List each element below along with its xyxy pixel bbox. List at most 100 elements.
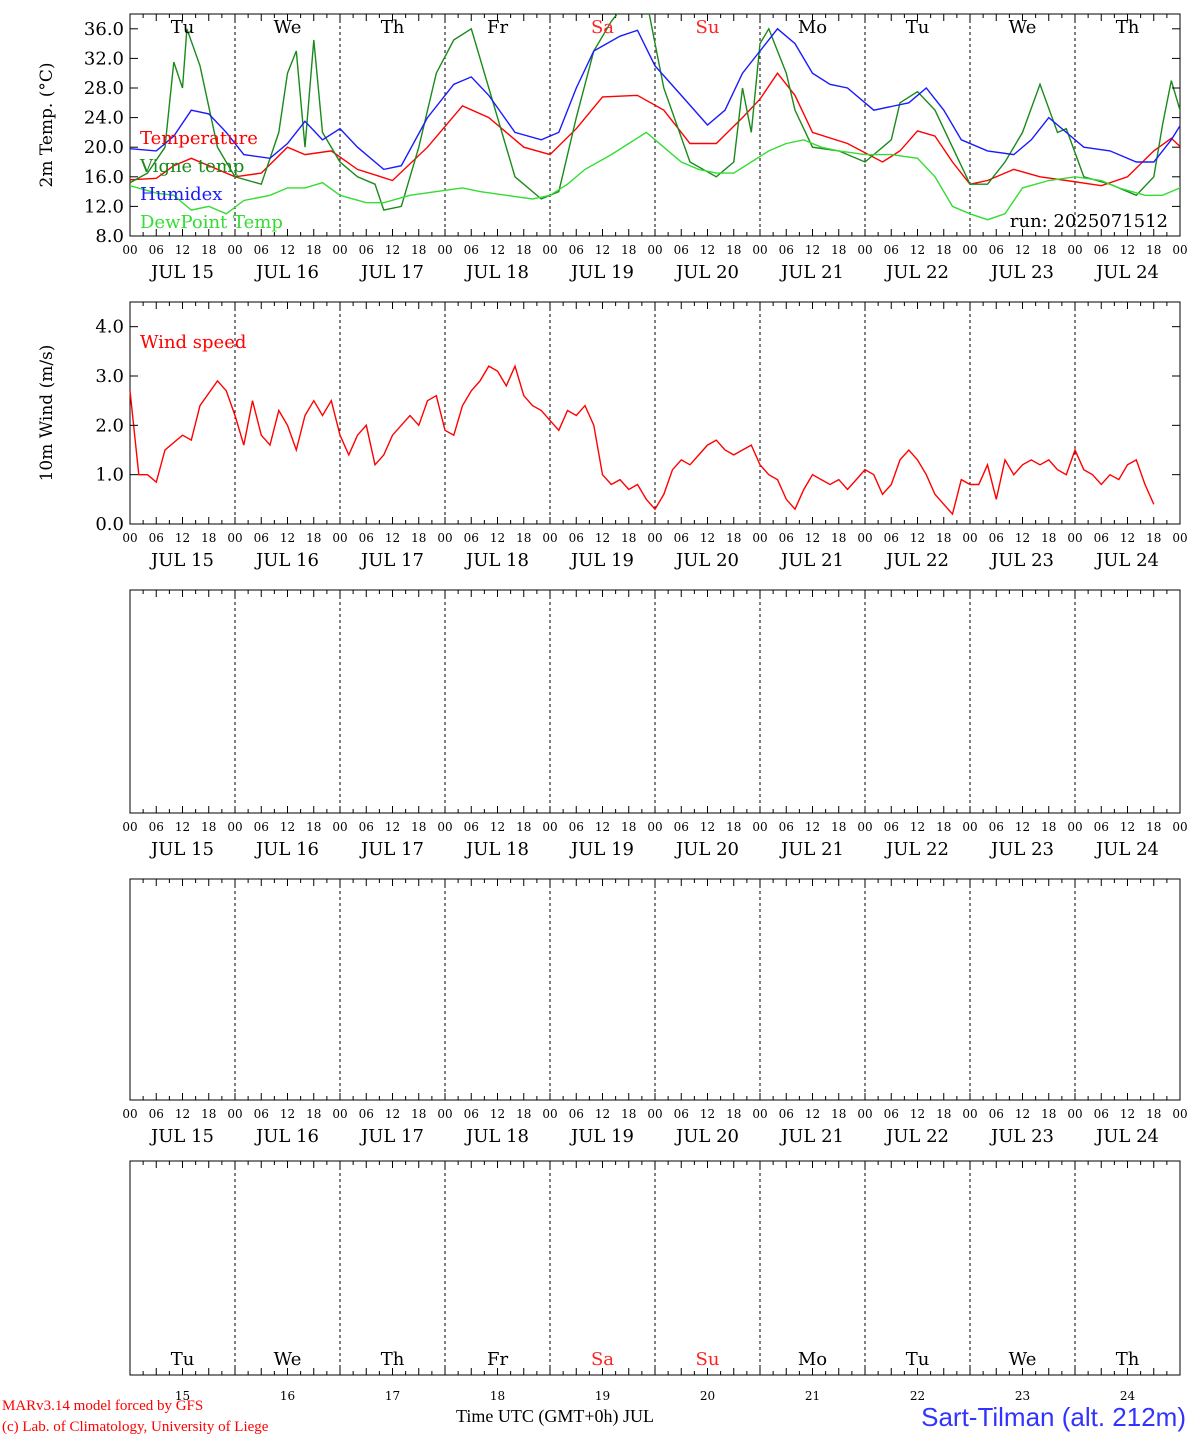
y-tick-label: 16.0 [84,167,124,188]
y-tick-label: 28.0 [84,78,124,99]
hour-tick-label: 06 [464,820,479,834]
date-label: JUL 21 [779,1126,844,1147]
date-label: JUL 22 [884,1126,949,1147]
hour-tick-label: 18 [1041,820,1056,834]
y-tick-label: 12.0 [84,196,124,217]
hour-tick-label: 00 [227,820,242,834]
hour-tick-label: 18 [516,243,531,257]
date-label: JUL 19 [569,262,634,283]
hour-tick-label: 00 [647,1107,662,1121]
hour-tick-label: 06 [464,531,479,545]
hour-tick-label: 18 [831,243,846,257]
weekday-label: Tu [171,17,195,38]
weekday-label: Tu [171,1349,195,1370]
hour-tick-label: 18 [726,820,741,834]
hour-tick-label: 06 [884,531,899,545]
date-label: JUL 16 [254,1126,319,1147]
hour-tick-label: 12 [910,1107,925,1121]
hour-tick-label: 00 [857,820,872,834]
day-number: 24 [1120,1389,1136,1400]
date-label: JUL 17 [359,550,424,571]
hour-tick-label: 06 [989,531,1004,545]
date-label: JUL 23 [989,839,1054,860]
hour-tick-label: 18 [936,531,951,545]
hour-tick-label: 00 [542,531,557,545]
copyright-text: (c) Lab. of Climatology, University of L… [2,1419,269,1435]
hour-tick-label: 12 [385,531,400,545]
hour-tick-label: 12 [595,243,610,257]
hour-tick-label: 06 [1094,243,1109,257]
hour-tick-label: 06 [1094,820,1109,834]
hour-tick-label: 12 [700,820,715,834]
hour-tick-label: 18 [831,531,846,545]
date-label: JUL 21 [779,262,844,283]
weekday-label: Su [696,1349,720,1370]
legend-entry: Humidex [140,184,222,205]
hour-tick-label: 18 [621,531,636,545]
hour-tick-label: 18 [306,1107,321,1121]
series-vigne-temp [130,14,1180,211]
date-label: JUL 21 [779,550,844,571]
y-axis-label: 10m Wind (m/s) [37,345,57,482]
hour-tick-label: 00 [122,820,137,834]
date-label: JUL 20 [674,839,739,860]
hour-tick-label: 06 [359,820,374,834]
hour-tick-label: 06 [674,243,689,257]
hour-tick-label: 00 [1067,531,1082,545]
hour-tick-label: 18 [831,1107,846,1121]
hour-tick-label: 00 [962,243,977,257]
hour-tick-label: 18 [201,1107,216,1121]
hour-tick-label: 00 [962,1107,977,1121]
date-label: JUL 23 [989,262,1054,283]
hour-tick-label: 18 [411,820,426,834]
hour-tick-label: 00 [1172,820,1187,834]
series-temperature [130,72,1180,187]
hour-tick-label: 18 [516,1107,531,1121]
hour-tick-label: 18 [516,531,531,545]
hour-tick-label: 18 [1041,531,1056,545]
hour-tick-label: 18 [936,243,951,257]
hour-tick-label: 12 [280,820,295,834]
y-tick-label: 20.0 [84,137,124,158]
hour-tick-label: 06 [674,1107,689,1121]
hour-tick-label: 00 [962,820,977,834]
hour-tick-label: 00 [752,1107,767,1121]
legend-entry: DewPoint Temp [140,212,283,233]
hour-tick-label: 12 [805,1107,820,1121]
weekday-label: Tu [906,1349,930,1370]
hour-tick-label: 00 [962,531,977,545]
hour-tick-label: 12 [805,820,820,834]
y-tick-label: 4.0 [95,317,124,338]
day-number: 19 [595,1389,610,1400]
y-tick-label: 8.0 [95,226,124,247]
hour-tick-label: 12 [595,531,610,545]
date-label: JUL 19 [569,1126,634,1147]
legend-entry: Vigne temp [139,156,244,177]
hour-tick-label: 18 [201,531,216,545]
date-label: JUL 20 [674,262,739,283]
hour-tick-label: 12 [700,1107,715,1121]
y-tick-label: 1.0 [95,465,124,486]
hour-tick-label: 00 [752,820,767,834]
hour-tick-label: 00 [332,1107,347,1121]
hour-tick-label: 12 [910,243,925,257]
hour-tick-label: 06 [1094,1107,1109,1121]
hour-tick-label: 06 [254,531,269,545]
hour-tick-label: 12 [1120,820,1135,834]
hour-tick-label: 18 [621,1107,636,1121]
hour-tick-label: 00 [542,820,557,834]
hour-tick-label: 12 [385,1107,400,1121]
date-label: JUL 17 [359,839,424,860]
hour-tick-label: 06 [989,1107,1004,1121]
day-number: 16 [280,1389,295,1400]
hour-tick-label: 06 [989,243,1004,257]
hour-tick-label: 12 [1015,1107,1030,1121]
series-wind-speed [129,364,1155,516]
hour-tick-label: 00 [122,243,137,257]
hour-tick-label: 12 [385,243,400,257]
hour-tick-label: 06 [254,820,269,834]
hour-tick-label: 06 [884,1107,899,1121]
date-label: JUL 18 [464,1126,529,1147]
hour-tick-label: 06 [254,243,269,257]
hour-tick-label: 12 [700,243,715,257]
